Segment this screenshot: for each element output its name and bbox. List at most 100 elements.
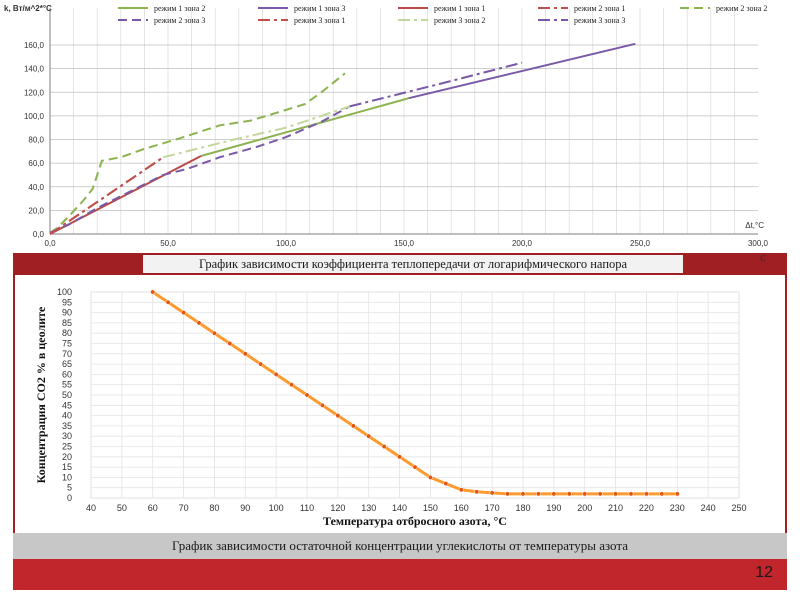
data-point (350, 423, 356, 429)
y-tick-label: 85 (62, 318, 72, 328)
legend-entry: режим 3 зона 3 (574, 16, 625, 25)
data-point (211, 330, 217, 336)
chart2-caption: График зависимости остаточной концентрац… (172, 538, 628, 553)
y-tick-label: 20,0 (28, 206, 44, 215)
x-tick-label: 60 (148, 503, 158, 513)
x-tick-label: 250,0 (630, 239, 651, 248)
x-tick-label: 80 (209, 503, 219, 513)
y-tick-label: 95 (62, 297, 72, 307)
data-point (427, 474, 433, 480)
x-tick-label: 120 (330, 503, 345, 513)
legend-entry: режим 1 зона 3 (294, 4, 345, 13)
data-point (181, 310, 187, 316)
series-line (49, 72, 346, 234)
y-tick-label: 70 (62, 349, 72, 359)
x-tick-label: 90 (240, 503, 250, 513)
x-tick-label: 100,0 (276, 239, 297, 248)
legend-entry: режим 1 зона 1 (434, 4, 485, 13)
data-point (366, 433, 372, 439)
series-line (163, 105, 351, 159)
data-point (412, 464, 418, 470)
y-tick-label: 20 (62, 452, 72, 462)
series-line (49, 105, 351, 234)
legend-entry: режим 3 зона 1 (294, 16, 345, 25)
data-point (566, 491, 572, 497)
series-line (49, 155, 202, 235)
series-line (200, 97, 409, 157)
data-point (674, 491, 680, 497)
x-tick-label: 70 (179, 503, 189, 513)
y-tick-label: 80,0 (28, 136, 44, 145)
data-point (597, 491, 603, 497)
data-point (258, 361, 264, 367)
x-tick-label: 240 (701, 503, 716, 513)
data-point (505, 491, 511, 497)
y-tick-label: 65 (62, 359, 72, 369)
y-tick-label: 100,0 (24, 112, 45, 121)
heat-transfer-chart: 0,0 20,0 40,0 60,0 80,0 100,0 120,0 140,0 160,0 0… (4, 4, 769, 248)
data-point (273, 371, 279, 377)
x-tick-label: 110 (300, 503, 314, 513)
data-point (443, 481, 449, 487)
x-tick-label: 50,0 (160, 239, 176, 248)
y-tick-label: 0,0 (33, 230, 45, 239)
x-tick-label: 150,0 (394, 239, 415, 248)
x-axis-label: Δt,°С (745, 221, 764, 230)
chart2-panel (13, 275, 787, 533)
x-tick-label: 170 (485, 503, 500, 513)
y-tick-label: 50 (62, 390, 72, 400)
legend-entry: режим 3 зона 2 (434, 16, 485, 25)
data-point (551, 491, 557, 497)
series-line (349, 61, 523, 108)
legend-entry: режим 2 зона 2 (716, 4, 767, 13)
co2-concentration-chart: 40 50 60 70 80 90 100 110 120 130 140 150 160 170 180 1… (34, 287, 747, 528)
data-point (613, 491, 619, 497)
y-tick-label: 160,0 (24, 41, 45, 50)
x-tick-label: 220 (639, 503, 654, 513)
x-tick-label: 250 (731, 503, 746, 513)
x-tick-label: 200,0 (512, 239, 533, 248)
y-tick-label: 30 (62, 431, 72, 441)
data-point (227, 341, 233, 346)
data-point (319, 402, 325, 408)
data-point (381, 444, 387, 449)
x-tick-label: 210 (608, 503, 623, 513)
y-tick-label: 140,0 (24, 65, 45, 74)
x-tick-label: 140 (392, 503, 407, 513)
x-tick-label: 130 (361, 503, 376, 513)
page-number: 12 (755, 564, 773, 581)
x-axis-label: Температура отбросного азота, °С (323, 514, 507, 528)
chart2-caption-bar: График зависимости остаточной концентрац… (13, 533, 787, 559)
data-point (397, 454, 403, 460)
data-point (474, 489, 480, 495)
y-tick-label: 0 (67, 493, 72, 503)
y-tick-label: 5 (67, 483, 72, 493)
data-point (289, 382, 295, 388)
chart1-caption-bar: График зависимости коэффициента теплопер… (13, 249, 787, 275)
x-tick-label: 40 (86, 503, 96, 513)
x-tick-label: 50 (117, 503, 127, 513)
y-tick-label: 10 (62, 472, 72, 482)
data-point (458, 487, 464, 493)
x-tick-label: 160 (454, 503, 469, 513)
y-tick-label: 60 (62, 369, 72, 379)
x-tick-label: 0,0 (44, 239, 56, 248)
y-tick-label: 90 (62, 308, 72, 318)
x-tick-label: 300,0 (748, 239, 769, 248)
y-tick-label: 120,0 (24, 88, 45, 97)
legend-entry: режим 2 зона 3 (154, 16, 205, 25)
y-tick-label: 75 (62, 339, 72, 349)
y-tick-label: 25 (62, 442, 72, 452)
x-tick-label: 150 (423, 503, 438, 513)
x-tick-label: 230 (670, 503, 685, 513)
x-tick-label: 100 (269, 503, 284, 513)
y-axis-label: k, Вт/м^2*°С (4, 4, 52, 13)
y-tick-label: 40 (62, 411, 72, 421)
y-tick-label: 80 (62, 328, 72, 338)
data-point (643, 491, 649, 497)
x-tick-label: 190 (546, 503, 561, 513)
data-point (335, 413, 341, 419)
legend-entry: режим 2 зона 1 (574, 4, 625, 13)
data-point (520, 491, 526, 497)
data-point (196, 320, 202, 326)
